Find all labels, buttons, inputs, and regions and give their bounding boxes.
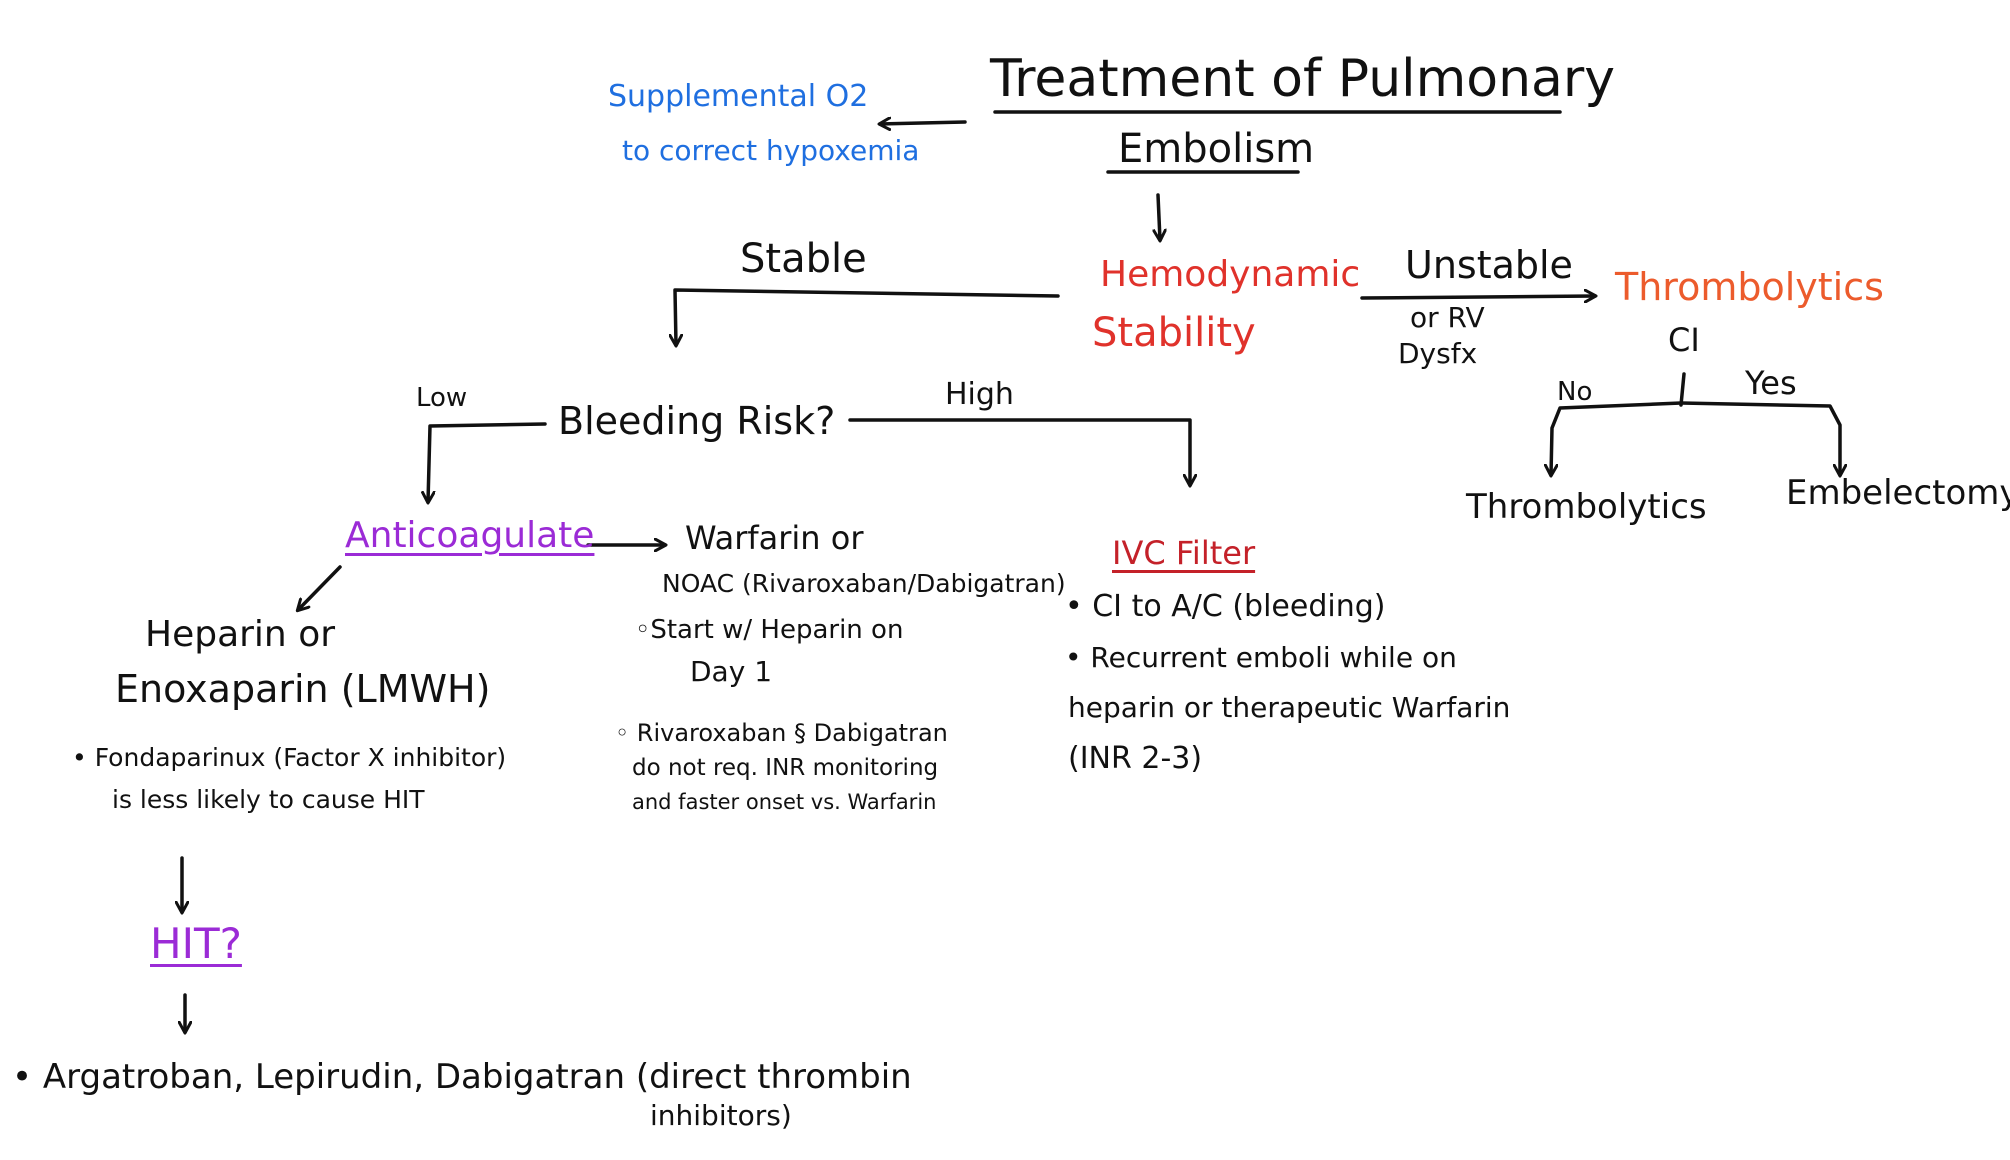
noac-note-line2: do not req. INR monitoring — [632, 755, 939, 781]
thrombolytics-top: Thrombolytics — [1615, 265, 1884, 309]
warfarin-line3: ◦Start w/ Heparin on — [635, 615, 904, 645]
dti-line1: • Argatroban, Lepirudin, Dabigatran (dir… — [12, 1057, 912, 1097]
fondaparinux-line2: is less likely to cause HIT — [112, 785, 425, 814]
bleeding-risk: Bleeding Risk? — [558, 399, 836, 443]
noac-note-line3: and faster onset vs. Warfarin — [632, 790, 937, 814]
arrow-stable — [675, 288, 1060, 345]
hit-label: HIT? — [150, 919, 242, 968]
ivc-line1: • CI to A/C (bleeding) — [1065, 589, 1386, 624]
arrow-bleeding-low — [428, 422, 547, 502]
ivc-line4: (INR 2-3) — [1068, 741, 1203, 776]
arrow-title-to-oxygen — [880, 122, 967, 124]
arrow-title-to-hemodynamic — [1158, 193, 1160, 240]
warfarin-line1: Warfarin or — [685, 519, 864, 557]
ivc-line2: • Recurrent emboli while on — [1065, 641, 1457, 674]
warfarin-line4: Day 1 — [690, 655, 773, 688]
arrow-ci-no — [1551, 401, 1683, 475]
ivc-line3: heparin or therapeutic Warfarin — [1068, 691, 1511, 724]
hemodynamic-line2: Stability — [1092, 310, 1256, 356]
low-label: Low — [416, 383, 468, 413]
unstable-line3: Dysfx — [1398, 337, 1478, 370]
unstable-line2: or RV — [1410, 301, 1485, 334]
high-label: High — [945, 377, 1014, 412]
fondaparinux-line1: • Fondaparinux (Factor X inhibitor) — [72, 743, 507, 772]
heparin-line2: Enoxaparin (LMWH) — [115, 667, 491, 711]
title-line2: Embolism — [1118, 126, 1315, 172]
anticoagulate: Anticoagulate — [345, 515, 595, 556]
ivc-filter-title: IVC Filter — [1112, 534, 1256, 572]
oxygen-line1: Supplemental O2 — [608, 79, 869, 114]
arrow-unstable — [1360, 296, 1595, 298]
embolectomy: Embelectomy — [1786, 473, 2010, 513]
unstable-line1: Unstable — [1405, 243, 1573, 287]
arrow-bleeding-high — [848, 418, 1190, 485]
yes-label: Yes — [1745, 364, 1797, 402]
ci-stem — [1679, 372, 1686, 407]
oxygen-line2: to correct hypoxemia — [622, 134, 920, 167]
arrow-ci-yes — [1679, 401, 1840, 475]
no-label: No — [1557, 377, 1593, 407]
warfarin-line2: NOAC (Rivaroxaban/Dabigatran) — [662, 569, 1066, 598]
heparin-line1: Heparin or — [145, 614, 336, 655]
stable-label: Stable — [740, 236, 867, 282]
ci-label: CI — [1668, 321, 1700, 359]
noac-note-line1: ◦ Rivaroxaban § Dabigatran — [615, 719, 948, 747]
thrombolytics-leaf: Thrombolytics — [1466, 487, 1707, 527]
hemodynamic-line1: Hemodynamic — [1100, 254, 1361, 295]
dti-line2: inhibitors) — [650, 1099, 792, 1132]
title-line1: Treatment of Pulmonary — [990, 49, 1616, 109]
arrow-anticoag-to-heparin — [298, 565, 342, 610]
